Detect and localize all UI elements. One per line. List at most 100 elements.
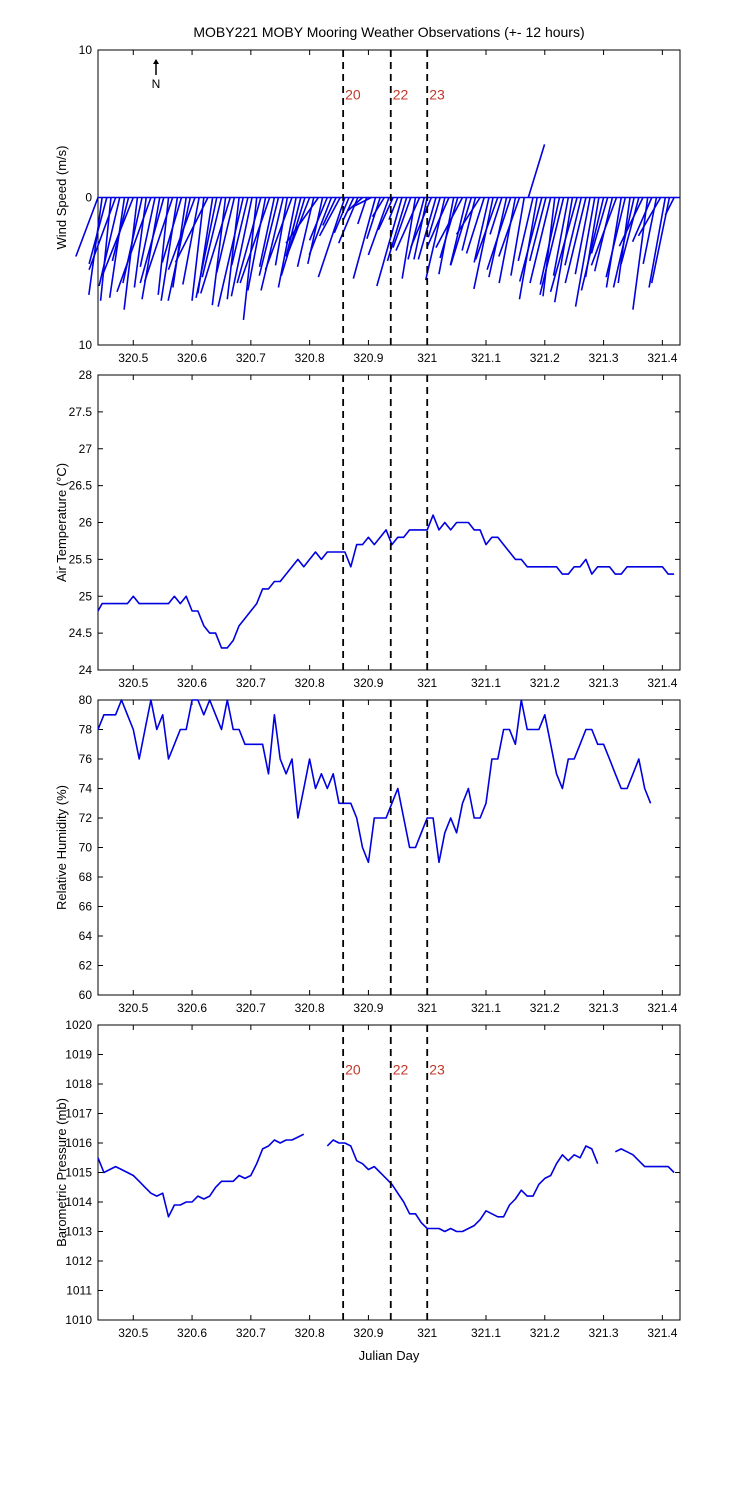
y-tick-label: 1011: [66, 1284, 92, 1298]
panel-4: 320.5 320.6 320.7 320.8 320.9 321 321.1 321.2 32…: [54, 1018, 681, 1363]
wind-stick: [528, 197, 547, 262]
event-marker-label: 22: [393, 86, 409, 102]
y-tick-label: 27.5: [69, 405, 93, 419]
wind-stick: [612, 197, 635, 288]
wind-stick: [388, 197, 399, 220]
y-tick-label: 26: [79, 516, 93, 530]
y-tick-label: 1013: [65, 1225, 92, 1239]
wind-stick: [174, 197, 209, 263]
y-tick-label: 1014: [65, 1195, 92, 1209]
wind-stick: [455, 197, 481, 235]
y-tick-label: 74: [79, 782, 93, 796]
x-tick-label: 320.7: [236, 676, 266, 690]
wind-stick: [517, 197, 534, 262]
data-series-line: [97, 1133, 305, 1218]
data-series-line: [326, 1139, 599, 1233]
wind-stick: [160, 197, 179, 301]
event-marker-label: 23: [429, 1061, 445, 1077]
x-tick-label: 320.7: [236, 351, 266, 365]
wind-stick: [285, 197, 320, 244]
wind-stick: [376, 197, 403, 287]
x-tick-label: 320.6: [177, 1326, 207, 1340]
wind-stick: [342, 197, 355, 220]
y-tick-label: 62: [79, 959, 93, 973]
wind-stick: [230, 197, 253, 297]
y-tick-label: 27: [79, 442, 93, 456]
data-series-line: [97, 514, 675, 649]
wind-stick: [386, 197, 408, 262]
wind-stick: [461, 197, 477, 251]
wind-stick: [88, 197, 108, 265]
y-tick-label: 1016: [65, 1136, 92, 1150]
event-marker-label: 22: [393, 1061, 409, 1077]
x-tick-label: 321.3: [589, 676, 619, 690]
wind-stick: [473, 197, 490, 263]
wind-stick: [580, 197, 605, 291]
wind-stick: [409, 197, 433, 248]
wind-stick: [439, 197, 459, 259]
wind-stick: [242, 197, 258, 321]
x-axis-label: Julian Day: [359, 1348, 420, 1363]
x-tick-label: 320.8: [295, 1326, 325, 1340]
wind-stick: [574, 197, 591, 275]
y-axis-label: Relative Humidity (%): [54, 785, 69, 910]
wind-stick: [357, 197, 368, 225]
y-tick-label: 10: [79, 43, 93, 57]
wind-stick: [632, 197, 649, 310]
wind-stick: [648, 197, 667, 288]
wind-stick: [333, 197, 350, 234]
wind-stick: [518, 197, 543, 282]
x-tick-label: 321.1: [471, 676, 501, 690]
wind-stick: [489, 197, 503, 235]
x-tick-label: 321: [417, 351, 437, 365]
x-tick-label: 320.6: [177, 1001, 207, 1015]
x-tick-label: 320.6: [177, 676, 207, 690]
y-tick-label: 68: [79, 870, 93, 884]
y-tick-label: 25.5: [69, 552, 93, 566]
wind-stick: [527, 144, 546, 198]
x-tick-label: 321.4: [647, 1001, 677, 1015]
event-marker-label: 20: [345, 1061, 361, 1077]
wind-stick: [498, 197, 517, 284]
y-tick-label: 28: [79, 368, 93, 382]
wind-stick: [274, 197, 289, 266]
wind-stick: [167, 197, 192, 301]
wind-stick: [473, 197, 494, 290]
x-tick-label: 320.5: [118, 1001, 148, 1015]
wind-stick: [549, 197, 578, 293]
wind-stick: [366, 197, 381, 240]
x-tick-label: 320.8: [295, 676, 325, 690]
wind-stick: [590, 197, 618, 266]
y-tick-label: 78: [79, 723, 93, 737]
wind-stick: [116, 197, 152, 293]
wind-stick: [474, 197, 499, 260]
y-tick-label: 66: [79, 900, 93, 914]
wind-stick: [322, 197, 337, 226]
wind-stick: [427, 197, 441, 238]
x-tick-label: 321.1: [471, 1326, 501, 1340]
x-tick-label: 320.9: [353, 351, 383, 365]
wind-stick: [182, 197, 200, 285]
wind-stick: [664, 197, 675, 216]
x-tick-label: 320.6: [177, 351, 207, 365]
wind-stick: [98, 197, 121, 287]
wind-stick: [553, 197, 574, 303]
wind-stick: [101, 197, 135, 276]
wind-stick: [285, 197, 302, 257]
x-tick-label: 320.5: [118, 351, 148, 365]
y-tick-label: 1019: [65, 1048, 92, 1062]
y-tick-label: 1012: [65, 1254, 92, 1268]
wind-stick: [280, 197, 306, 276]
wind-stick: [347, 196, 364, 212]
x-tick-label: 321: [417, 1326, 437, 1340]
wind-stick: [191, 197, 205, 301]
wind-stick: [230, 197, 249, 266]
event-marker-label: 23: [429, 86, 445, 102]
panel-3: 320.5 320.6 320.7 320.8 320.9 321 321.1 321.2 32…: [54, 693, 681, 1015]
wind-stick: [486, 197, 512, 271]
wind-stick: [529, 197, 552, 284]
x-tick-label: 321: [417, 1001, 437, 1015]
x-tick-label: 320.8: [295, 1001, 325, 1015]
wind-stick: [498, 197, 521, 257]
wind-stick: [407, 197, 426, 260]
